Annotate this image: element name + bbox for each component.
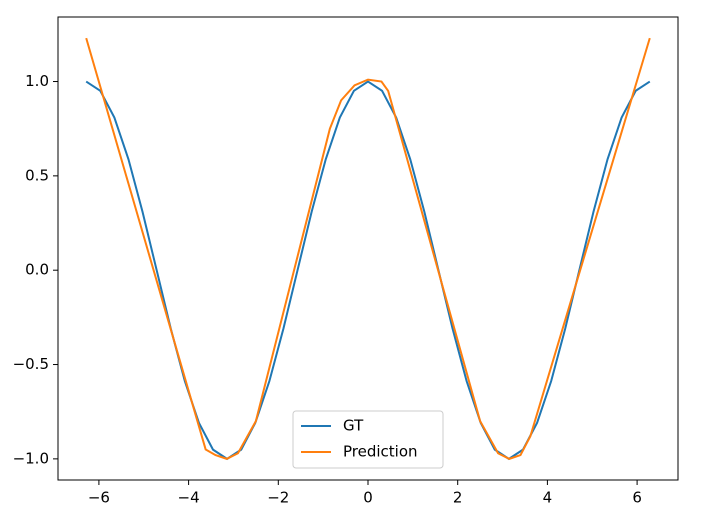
- x-tick-label: 4: [543, 489, 553, 507]
- y-tick-label: 0.0: [25, 261, 49, 279]
- series-line: [85, 80, 651, 461]
- x-tick-label: 6: [632, 489, 642, 507]
- x-tick-label: 0: [363, 489, 373, 507]
- legend-label: GT: [343, 417, 364, 435]
- x-tick-label: 2: [453, 489, 463, 507]
- legend-label: Prediction: [343, 443, 418, 461]
- y-tick-label: −1.0: [13, 449, 49, 467]
- x-tick-label: −4: [178, 489, 200, 507]
- x-tick-label: −2: [267, 489, 289, 507]
- series-line: [85, 37, 651, 460]
- x-tick-label: −6: [88, 489, 110, 507]
- y-tick-label: 0.5: [25, 166, 49, 184]
- y-tick-label: −0.5: [13, 355, 49, 373]
- y-tick-label: 1.0: [25, 72, 49, 90]
